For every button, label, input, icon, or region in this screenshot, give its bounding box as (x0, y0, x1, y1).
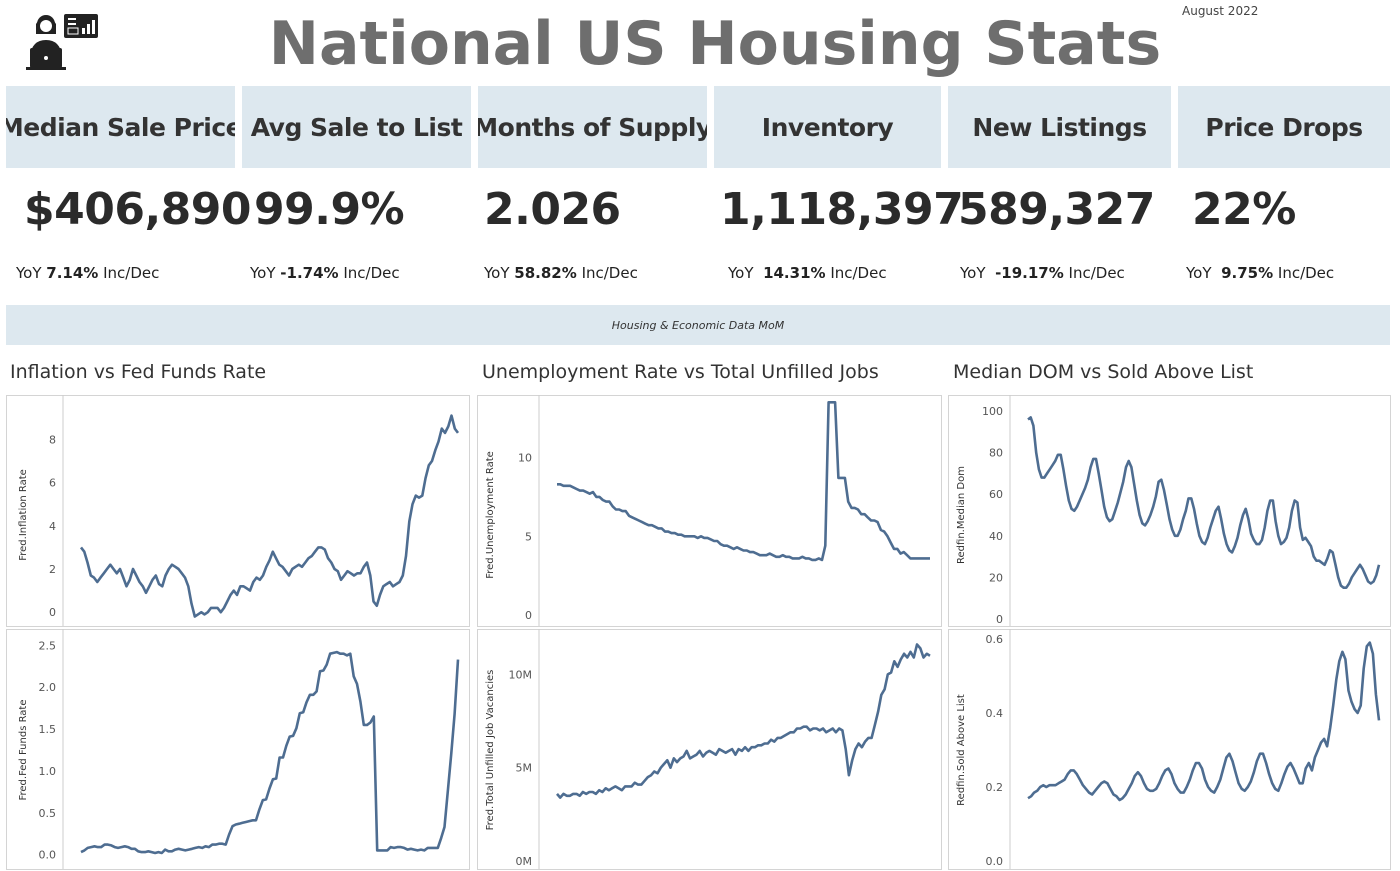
chart-5-frame (948, 629, 1391, 870)
kpi-yoy-avg-sale-to-list: YoY -1.74% Inc/Dec (250, 264, 400, 282)
chart-3-tick-label: 10M (509, 668, 533, 681)
chart-0-ylabel: Fred.Inflation Rate (18, 469, 29, 561)
chart-1-frame (6, 629, 470, 870)
chart-2-tick-label: 0 (525, 609, 532, 622)
chart-0-group: 0 2 4 6 8 Fred.Inflation Rate (6, 395, 470, 627)
kpi-yoy-months-of-supply: YoY 58.82% Inc/Dec (484, 264, 638, 282)
chart-4-tick-label: 20 (989, 571, 1003, 584)
chart-2-series-line (557, 401, 930, 562)
chart-4-tick-label: 40 (989, 530, 1003, 543)
chart-5-ylabel: Redfin.Sold Above List (956, 694, 967, 806)
kpi-yoy-inventory: YoY 14.31% Inc/Dec (728, 264, 887, 282)
chart-5-tick-label: 0.2 (986, 781, 1004, 794)
chart-3-frame (477, 629, 942, 870)
kpi-yoy-new-listings: YoY -19.17% Inc/Dec (960, 264, 1125, 282)
kpi-value-inventory: 1,118,397 (720, 184, 964, 235)
chart-4-tick-label: 60 (989, 488, 1003, 501)
chart-title-dom-above-list: Median DOM vs Sold Above List (953, 361, 1254, 383)
chart-3-group: 0M 5M 10M Fred.Total Unfilled Job Vacancies (477, 629, 942, 870)
chart-title-inflation-fed: Inflation vs Fed Funds Rate (10, 361, 267, 383)
chart-5-group: 0.0 0.2 0.4 0.6 Redfin.Sold Above List (948, 629, 1391, 870)
chart-4-frame (948, 395, 1391, 627)
chart-0-tick-label: 4 (49, 520, 56, 533)
kpi-label-avg-sale-to-list: Avg Sale to List (242, 86, 471, 168)
kpi-value-months-of-supply: 2.026 (484, 184, 621, 235)
chart-2-tick-label: 5 (525, 530, 532, 543)
kpi-label-new-listings: New Listings (948, 86, 1171, 168)
chart-0-tick-label: 0 (49, 606, 56, 619)
chart-1-tick-label: 1.0 (39, 765, 57, 778)
chart-1-group: 0.0 0.5 1.0 1.5 2.0 2.5 Fred.Fed Funds Rate (6, 629, 470, 870)
chart-1-ylabel: Fred.Fed Funds Rate (18, 699, 29, 800)
kpi-value-median-sale-price: $406,890 (24, 184, 252, 235)
kpi-value-avg-sale-to-list: 99.9% (254, 184, 405, 235)
page-title: National US Housing Stats (268, 9, 1162, 79)
chart-3-ylabel: Fred.Total Unfilled Job Vacancies (485, 670, 496, 831)
kpi-yoy-price-drops: YoY 9.75% Inc/Dec (1186, 264, 1335, 282)
chart-5-tick-label: 0.6 (986, 633, 1004, 646)
chart-1-series-line (80, 650, 460, 855)
chart-0-tick-label: 6 (49, 477, 56, 490)
chart-1-tick-label: 1.5 (39, 723, 57, 736)
chart-2-group: 0 5 10 Fred.Unemployment Rate (477, 395, 942, 627)
chart-3-tick-label: 5M (516, 762, 533, 775)
kpi-label-median-sale-price: Median Sale Price (6, 86, 235, 168)
kpi-label-months-of-supply: Months of Supply (478, 86, 707, 168)
chart-4-tick-label: 80 (989, 447, 1003, 460)
chart-panel-inflation-fed: 0 2 4 6 8 Fred.Inflation Rate 0.0 0.5 1.0 1.5 2.0 2… (6, 395, 470, 870)
section-banner: Housing & Economic Data MoM (6, 305, 1390, 345)
chart-1-tick-label: 0.5 (39, 807, 57, 820)
chart-5-series-line (1027, 641, 1381, 802)
chart-title-unemployment-jobs: Unemployment Rate vs Total Unfilled Jobs (482, 361, 879, 383)
kpi-label-inventory: Inventory (714, 86, 941, 168)
chart-1-tick-label: 2.0 (39, 681, 57, 694)
chart-0-tick-label: 2 (49, 563, 56, 576)
chart-1-tick-label: 2.5 (39, 639, 57, 652)
chart-2-frame (477, 395, 942, 627)
chart-2-tick-label: 10 (518, 451, 532, 464)
chart-4-ylabel: Redfin.Median Dom (956, 466, 967, 564)
chart-0-tick-label: 8 (49, 433, 56, 446)
kpi-yoy-median-sale-price: YoY 7.14% Inc/Dec (16, 264, 160, 282)
chart-5-tick-label: 0.0 (986, 855, 1004, 868)
report-date: August 2022 (1182, 4, 1259, 18)
chart-5-tick-label: 0.4 (986, 707, 1004, 720)
chart-0-frame (6, 395, 470, 627)
chart-4-tick-label: 100 (982, 405, 1003, 418)
chart-panel-unemployment-jobs: 0 5 10 Fred.Unemployment Rate 0M 5M 10M Fred.To… (477, 395, 942, 870)
kpi-value-new-listings: 589,327 (958, 184, 1155, 235)
kpi-label-price-drops: Price Drops (1178, 86, 1390, 168)
chart-1-tick-label: 0.0 (39, 849, 57, 862)
chart-4-group: 0 20 40 60 80 100 Redfin.Median Dom (948, 395, 1391, 627)
chart-3-series-line (556, 643, 931, 799)
analyst-dashboard-icon (22, 10, 102, 74)
chart-2-ylabel: Fred.Unemployment Rate (485, 451, 496, 579)
chart-3-tick-label: 0M (516, 855, 533, 868)
chart-4-series-line (1027, 416, 1381, 589)
chart-4-tick-label: 0 (996, 613, 1003, 626)
chart-0-series-line (79, 414, 460, 618)
kpi-value-price-drops: 22% (1192, 184, 1296, 235)
